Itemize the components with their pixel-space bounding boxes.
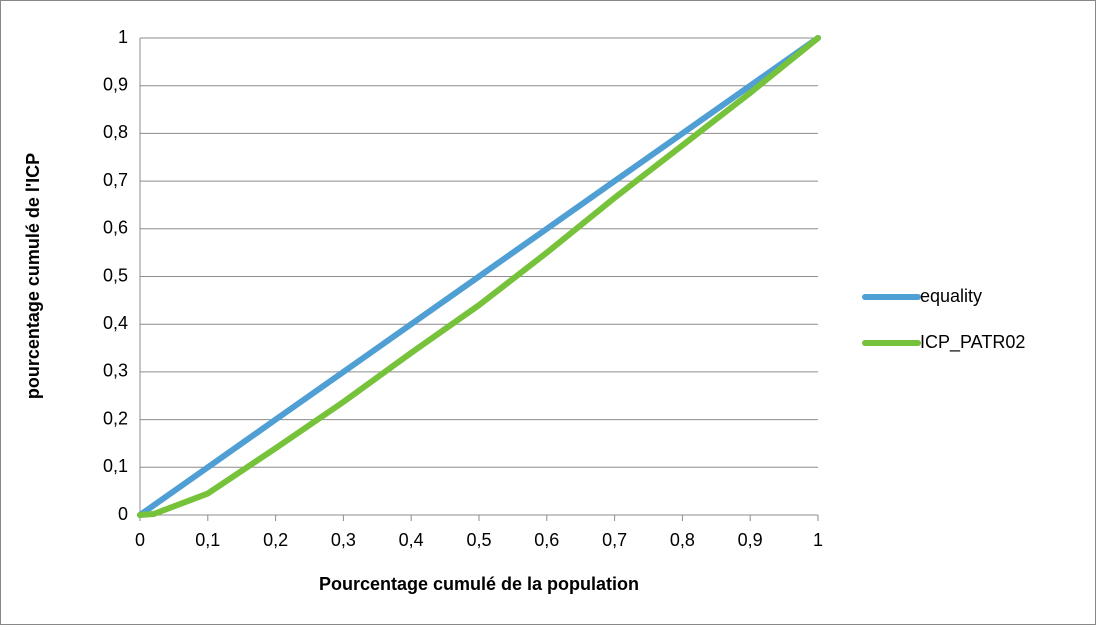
y-tick-label: 0,8 [103,122,128,142]
x-tick-label: 0,7 [602,530,627,550]
legend-label: equality [920,286,982,306]
y-tick-label: 0,7 [103,170,128,190]
x-tick-label: 0,9 [738,530,763,550]
y-tick-label: 0,2 [103,408,128,428]
x-tick-label: 0,1 [195,530,220,550]
x-tick-label: 0,4 [399,530,424,550]
y-tick-label: 0,1 [103,456,128,476]
x-axis-title: Pourcentage cumulé de la population [319,574,639,594]
y-tick-label: 0,5 [103,265,128,285]
x-tick-label: 1 [813,530,823,550]
series-line [137,35,821,518]
x-tick-label: 0,5 [466,530,491,550]
y-axis-title: pourcentage cumulé de l'ICP [23,153,43,399]
legend-label: ICP_PATR02 [920,332,1025,353]
y-tick-label: 0,4 [103,313,128,333]
y-tick-label: 1 [118,27,128,47]
x-tick-label: 0,3 [331,530,356,550]
x-tick-label: 0,8 [670,530,695,550]
x-tick-label: 0,6 [534,530,559,550]
y-tick-label: 0,6 [103,218,128,238]
y-tick-label: 0,3 [103,361,128,381]
y-tick-label: 0,9 [103,74,128,94]
y-tick-label: 0 [118,504,128,524]
series-line [137,35,821,518]
x-tick-label: 0 [135,530,145,550]
x-tick-label: 0,2 [263,530,288,550]
